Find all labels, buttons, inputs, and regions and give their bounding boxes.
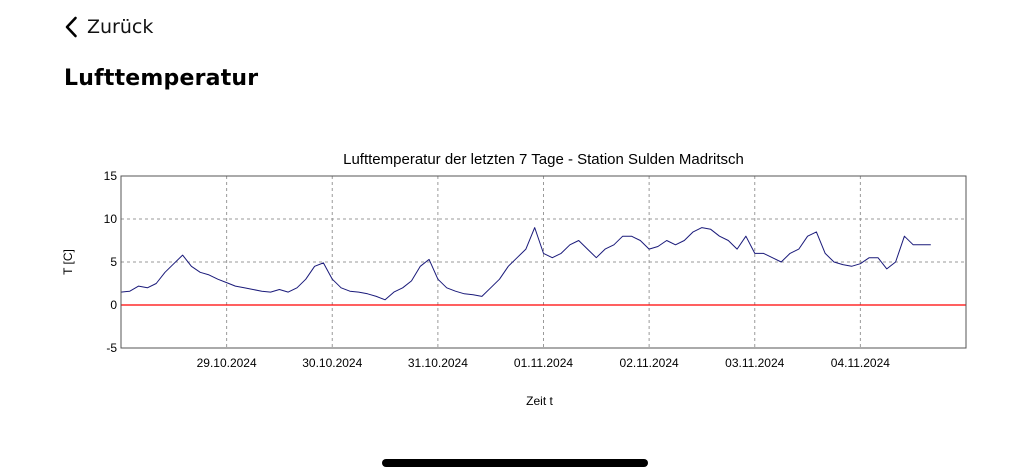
x-tick-label: 31.10.2024 — [408, 356, 468, 370]
page-title: Lufttemperatur — [64, 66, 259, 91]
back-button[interactable]: Zurück — [64, 14, 153, 40]
x-axis-label: Zeit t — [526, 394, 553, 408]
y-tick-label: 15 — [104, 169, 118, 183]
chart-grid — [121, 176, 966, 348]
y-tick-label: 0 — [110, 298, 117, 312]
x-tick-label: 03.11.2024 — [725, 356, 784, 370]
y-tick-labels: -5 0 5 10 15 — [104, 169, 118, 355]
home-indicator — [382, 459, 648, 467]
chart-title: Lufttemperatur der letzten 7 Tage - Stat… — [343, 151, 744, 168]
y-tick-label: -5 — [106, 341, 117, 355]
plot-frame — [120, 175, 967, 349]
x-tick-label: 01.11.2024 — [514, 356, 573, 370]
y-axis-label: T [C] — [61, 249, 75, 275]
x-tick-labels: 29.10.2024 30.10.2024 31.10.2024 01.11.2024… — [197, 356, 891, 370]
x-tick-label: 29.10.2024 — [197, 356, 257, 370]
temperature-chart: -5 0 5 10 15 29.10.2024 30.10.2024 31.10.2024 0… — [0, 140, 1030, 430]
x-tick-label: 04.11.2024 — [831, 356, 890, 370]
chart-svg: -5 0 5 10 15 29.10.2024 30.10.2024 31.10.2024 0… — [61, 151, 967, 408]
series-line — [120, 227, 931, 301]
x-tick-label: 02.11.2024 — [620, 356, 679, 370]
y-tick-label: 5 — [110, 255, 117, 269]
x-tick-label: 30.10.2024 — [302, 356, 362, 370]
chevron-left-icon — [64, 16, 78, 38]
y-tick-label: 10 — [104, 212, 118, 226]
back-label: Zurück — [87, 16, 154, 38]
